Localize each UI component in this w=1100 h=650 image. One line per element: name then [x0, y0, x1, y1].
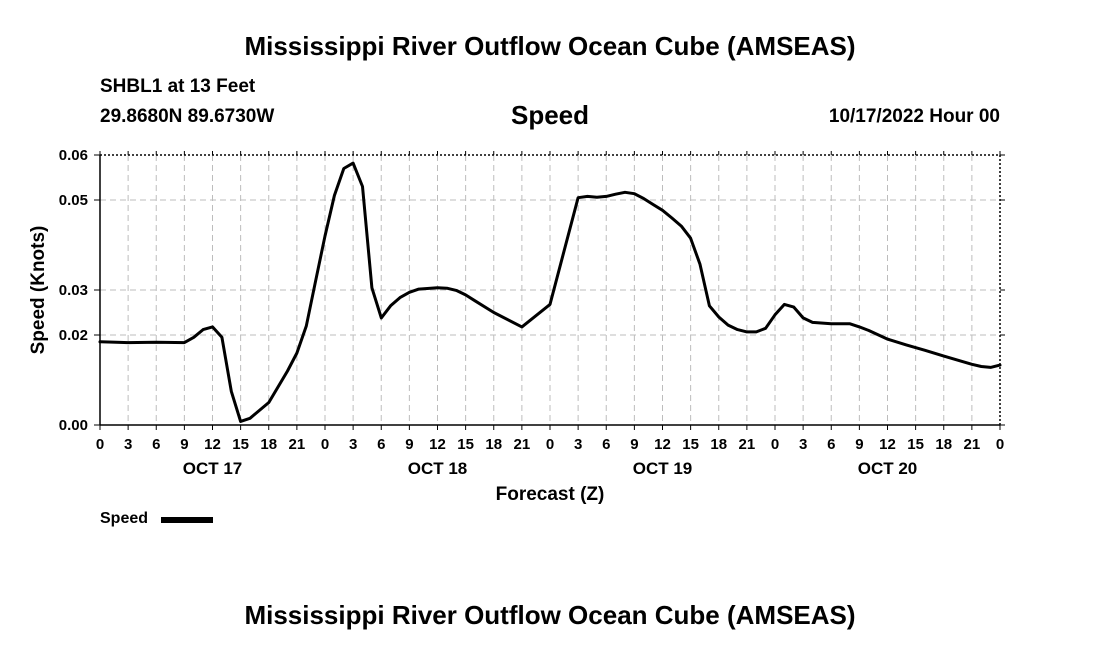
chart-title-repeat: Mississippi River Outflow Ocean Cube (AM…	[244, 600, 856, 630]
x-tick-label: 15	[457, 436, 474, 453]
legend-label: Speed	[100, 510, 149, 527]
y-tick-label: 0.03	[59, 282, 88, 299]
x-tick-label: 0	[996, 436, 1004, 453]
x-tick-label: 9	[630, 436, 638, 453]
x-tick-label: 9	[180, 436, 188, 453]
y-tick-label: 0.02	[59, 327, 88, 344]
x-tick-label: 6	[602, 436, 610, 453]
x-tick-label: 21	[739, 436, 756, 453]
y-tick-label: 0.05	[59, 192, 88, 209]
x-tick-label: 18	[710, 436, 727, 453]
x-tick-label: 0	[96, 436, 104, 453]
x-axis-title: Forecast (Z)	[496, 484, 605, 505]
legend-swatch	[161, 517, 213, 523]
x-tick-label: 0	[771, 436, 779, 453]
plot-title: Speed	[510, 100, 590, 130]
x-tick-label: 12	[204, 436, 221, 453]
y-axis-title: Speed (Knots)	[28, 226, 49, 355]
x-tick-label: 15	[907, 436, 924, 453]
x-day-label: OCT 18	[408, 459, 468, 478]
x-tick-label: 3	[124, 436, 132, 453]
x-tick-label: 0	[546, 436, 554, 453]
x-tick-label: 3	[799, 436, 807, 453]
x-tick-label: 15	[682, 436, 699, 453]
x-tick-label: 3	[349, 436, 357, 453]
x-tick-label: 18	[485, 436, 502, 453]
x-tick-label: 15	[232, 436, 249, 453]
station-label: SHBL1 at 13 Feet	[100, 76, 256, 97]
x-tick-label: 21	[964, 436, 981, 453]
x-tick-label: 18	[260, 436, 277, 453]
x-tick-label: 3	[574, 436, 582, 453]
x-tick-label: 6	[152, 436, 160, 453]
x-tick-label: 9	[405, 436, 413, 453]
x-tick-label: 6	[377, 436, 385, 453]
x-day-label: OCT 19	[633, 459, 693, 478]
x-day-label: OCT 20	[858, 459, 918, 478]
x-tick-label: 21	[289, 436, 306, 453]
x-tick-label: 18	[935, 436, 952, 453]
x-tick-label: 9	[855, 436, 863, 453]
speed-series-line	[98, 161, 1002, 423]
y-tick-label: 0.06	[59, 147, 88, 164]
x-tick-label: 6	[827, 436, 835, 453]
x-tick-label: 12	[654, 436, 671, 453]
x-tick-label: 12	[879, 436, 896, 453]
x-tick-label: 12	[429, 436, 446, 453]
x-day-label: OCT 17	[183, 459, 243, 478]
chart-title: Mississippi River Outflow Ocean Cube (AM…	[244, 31, 856, 61]
coordinates-label: 29.8680N 89.6730W	[100, 106, 275, 127]
x-tick-label: 21	[514, 436, 531, 453]
y-tick-label: 0.00	[59, 417, 88, 434]
datetime-label: 10/17/2022 Hour 00	[828, 106, 1000, 127]
x-tick-label: 0	[321, 436, 329, 453]
